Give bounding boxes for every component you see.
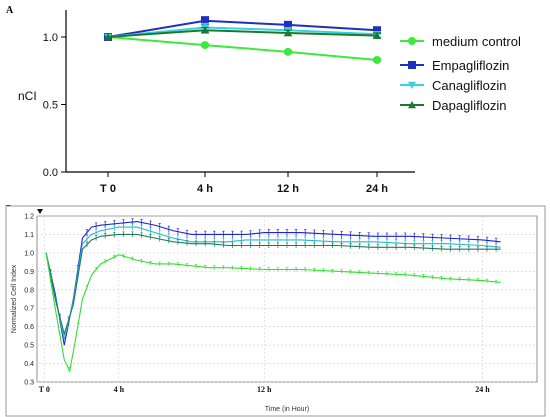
chart-b-y-tick-label: 0.5 xyxy=(24,343,34,350)
chart-b-y-tick-label: 0.9 xyxy=(24,269,34,276)
chart-a-y-tick-label: 1.0 xyxy=(43,32,58,44)
chart-a-y-axis-label: nCI xyxy=(18,89,37,103)
chart-b-y-tick-label: 1.0 xyxy=(24,250,34,257)
chart-b-series-line xyxy=(45,220,501,346)
chart-a-series-line xyxy=(107,26,378,38)
chart-a-series-line xyxy=(107,29,378,38)
chart-a-data-point xyxy=(284,20,292,29)
chart-a-x-tick-label: 4 h xyxy=(197,183,213,195)
chart-b-series-line xyxy=(45,252,501,373)
legend-marker xyxy=(408,61,416,69)
chart-b-y-axis-label: Normalized Cell Index xyxy=(11,264,18,333)
legend-label: Canagliflozin xyxy=(432,78,506,93)
chart-a-data-point xyxy=(373,55,381,64)
chart-b-y-tick-label: 1.2 xyxy=(24,214,34,221)
chart-b-x-tick-label: T 0 xyxy=(39,385,50,394)
chart-a-series-line xyxy=(107,19,378,38)
panel-a-label: A xyxy=(6,5,14,16)
chart-a-data-point xyxy=(373,26,381,35)
chart-a-y-tick-label: 0.0 xyxy=(43,167,58,179)
triangle-down-icon xyxy=(37,209,43,214)
chart-b-y-tick-label: 0.7 xyxy=(24,306,34,313)
chart-b-y-tick-label: 0.6 xyxy=(24,324,34,331)
legend-label: Dapagliflozin xyxy=(432,98,506,113)
chart-b-x-tick-label: 4 h xyxy=(114,385,125,394)
chart-a-y-tick-label: 0.5 xyxy=(43,100,58,112)
chart-a-data-point xyxy=(284,47,292,56)
chart-b-y-tick-label: 0.4 xyxy=(24,361,34,368)
chart-b-series-line xyxy=(45,233,501,337)
chart-a-data-point xyxy=(201,41,209,50)
chart-b-y-tick-label: 0.8 xyxy=(24,287,34,294)
chart-b-x-tick-label: 24 h xyxy=(475,385,490,394)
chart-b-x-tick-label: 12 h xyxy=(257,385,272,394)
chart-b-y-tick-label: 1.1 xyxy=(24,232,34,239)
chart-b-y-tick-label: 0.3 xyxy=(24,380,34,387)
legend-marker xyxy=(408,81,416,89)
chart-b: B 0.30.40.50.60.70.80.91.01.11.2 T 04 h1… xyxy=(5,204,546,417)
chart-a-series-line xyxy=(107,36,378,61)
legend-marker xyxy=(408,37,416,45)
chart-b-series-line xyxy=(45,226,501,340)
chart-a-data-point xyxy=(201,26,209,34)
chart-a-data-point xyxy=(284,28,292,37)
chart-a: A nCI 0.0 0.5 1.0 T 0 4 h 12 h 24 h medium co… xyxy=(6,5,521,195)
chart-a-data-point xyxy=(373,31,381,39)
chart-b-x-axis-label: Time (in Hour) xyxy=(265,406,309,413)
legend-label: Empagliflozin xyxy=(432,58,509,73)
legend-marker xyxy=(408,101,416,109)
chart-a-x-tick-label: 24 h xyxy=(366,183,388,195)
chart-a-data-point xyxy=(104,33,112,41)
chart-a-data-point xyxy=(201,16,209,25)
chart-a-x-tick-label: T 0 xyxy=(100,183,116,195)
chart-a-x-tick-label: 12 h xyxy=(277,183,299,195)
legend-label: medium control xyxy=(432,34,521,49)
